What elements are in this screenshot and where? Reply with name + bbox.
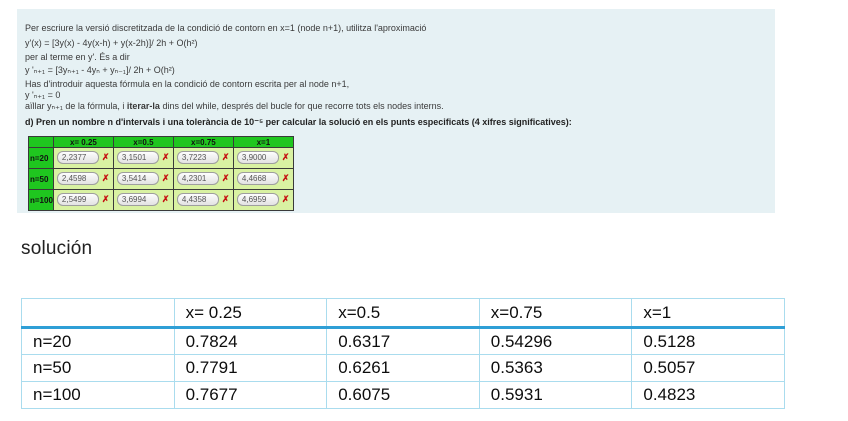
solution-row-n20: n=20 0.7824 0.6317 0.54296 0.5128 (21, 327, 785, 355)
solution-value: 0.6075 (326, 381, 480, 409)
solution-heading: solución (21, 238, 93, 259)
answer-row-n50: n=50 ✗ ✗ ✗ ✗ (28, 168, 294, 190)
answer-cell: ✗ (52, 147, 114, 169)
answer-row-label: n=50 (28, 168, 54, 190)
answer-input[interactable] (236, 151, 279, 165)
solution-corner-cell (21, 298, 175, 329)
answer-col-header-x075: x=0.75 (172, 136, 234, 148)
answer-cell: ✗ (172, 168, 234, 190)
answer-input[interactable] (236, 193, 279, 207)
boundary-condition-formula: y 'ₙ₊₁ = 0 (25, 90, 61, 100)
answer-input[interactable] (236, 172, 279, 186)
answer-input[interactable] (116, 193, 159, 207)
answer-col-header-x05: x=0.5 (112, 136, 174, 148)
wrong-mark-icon: ✗ (161, 173, 170, 184)
answer-input[interactable] (176, 193, 219, 207)
answer-cell: ✗ (52, 168, 114, 190)
solution-value: 0.5363 (478, 354, 633, 382)
solution-col-header-x075: x=0.75 (478, 298, 633, 329)
answer-cell: ✗ (112, 189, 174, 211)
solution-row-label: n=100 (21, 381, 175, 409)
wrong-mark-icon: ✗ (221, 152, 230, 163)
panel-text: Has d'introduir aquesta fórmula en la co… (25, 79, 350, 89)
solution-row-label: n=50 (21, 354, 175, 382)
answer-row-n100: n=100 ✗ ✗ ✗ ✗ (28, 189, 294, 211)
solution-row-n100: n=100 0.7677 0.6075 0.5931 0.4823 (21, 381, 785, 409)
solution-row-label: n=20 (21, 327, 175, 355)
panel-text: per al terme en y'. És a dir (25, 52, 130, 62)
solution-col-header-x05: x=0.5 (326, 298, 480, 329)
answer-table-header-row: x= 0.25 x=0.5 x=0.75 x=1 (28, 136, 294, 148)
panel-instruction-text: aïllar yₙ₊₁ de la fórmula, i iterar-la d… (25, 101, 765, 112)
answer-input[interactable] (176, 151, 219, 165)
answer-row-label: n=100 (28, 189, 54, 211)
answer-input[interactable] (56, 151, 99, 165)
answer-cell: ✗ (172, 147, 234, 169)
answer-input[interactable] (56, 172, 99, 186)
answer-input[interactable] (116, 172, 159, 186)
solution-value: 0.4823 (631, 381, 785, 409)
discretized-formula: y 'ₙ₊₁ = [3yₙ₊₁ - 4yₙ + yₙ₋₁]/ 2h + O(h²… (25, 65, 175, 75)
solution-value: 0.5057 (631, 354, 785, 382)
answer-table: x= 0.25 x=0.5 x=0.75 x=1 n=20 ✗ ✗ ✗ ✗ n=… (28, 136, 294, 211)
answer-cell: ✗ (172, 189, 234, 211)
answer-input[interactable] (56, 193, 99, 207)
instruction-suffix: dins del while, després del bucle for qu… (159, 101, 444, 111)
answer-input[interactable] (176, 172, 219, 186)
instruction-prefix: aïllar yₙ₊₁ de la fórmula, i (25, 101, 127, 111)
answer-cell: ✗ (232, 168, 294, 190)
solution-col-header-x1: x=1 (631, 298, 785, 329)
wrong-mark-icon: ✗ (281, 194, 290, 205)
solution-value: 0.6317 (326, 327, 480, 355)
panel-intro-text: Per escriure la versió discretitzada de … (25, 23, 427, 33)
instruction-bold-word: iterar-la (126, 101, 160, 111)
answer-col-header-x1: x=1 (232, 136, 294, 148)
solution-col-header-x025: x= 0.25 (173, 298, 328, 329)
solution-value: 0.7677 (173, 381, 328, 409)
wrong-mark-icon: ✗ (221, 173, 230, 184)
answer-col-header-x025: x= 0.25 (52, 136, 114, 148)
question-d-text: d) Pren un nombre n d'intervals i una to… (25, 117, 572, 127)
answer-cell: ✗ (112, 168, 174, 190)
solution-row-n50: n=50 0.7791 0.6261 0.5363 0.5057 (21, 354, 785, 382)
solution-header-row: x= 0.25 x=0.5 x=0.75 x=1 (21, 298, 785, 329)
wrong-mark-icon: ✗ (281, 152, 290, 163)
answer-row-n20: n=20 ✗ ✗ ✗ ✗ (28, 147, 294, 169)
solution-value: 0.5931 (478, 381, 633, 409)
wrong-mark-icon: ✗ (101, 152, 110, 163)
wrong-mark-icon: ✗ (281, 173, 290, 184)
wrong-mark-icon: ✗ (101, 173, 110, 184)
approximation-formula: y'(x) = [3y(x) - 4y(x-h) + y(x-2h)]/ 2h … (25, 38, 198, 48)
answer-cell: ✗ (112, 147, 174, 169)
answer-input[interactable] (116, 151, 159, 165)
answer-cell: ✗ (52, 189, 114, 211)
answer-cell: ✗ (232, 147, 294, 169)
solution-table: x= 0.25 x=0.5 x=0.75 x=1 n=20 0.7824 0.6… (21, 298, 785, 409)
wrong-mark-icon: ✗ (161, 152, 170, 163)
wrong-mark-icon: ✗ (221, 194, 230, 205)
solution-value: 0.7791 (173, 354, 328, 382)
solution-value: 0.5128 (631, 327, 785, 355)
answer-row-label: n=20 (28, 147, 54, 169)
solution-value: 0.7824 (173, 327, 328, 355)
solution-value: 0.6261 (326, 354, 480, 382)
wrong-mark-icon: ✗ (161, 194, 170, 205)
solution-value: 0.54296 (478, 327, 633, 355)
answer-table-corner-cell (28, 136, 54, 148)
exercise-panel: Per escriure la versió discretitzada de … (17, 9, 775, 213)
wrong-mark-icon: ✗ (101, 194, 110, 205)
answer-cell: ✗ (232, 189, 294, 211)
